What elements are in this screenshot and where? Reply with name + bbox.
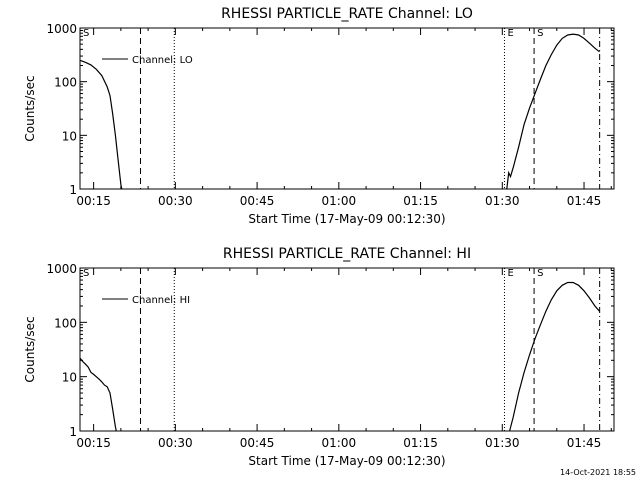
x-tick-label: 00:45 [240, 436, 275, 450]
y-tick-label: 1000 [46, 262, 77, 276]
series-line [80, 357, 117, 431]
event-marker-label: E [507, 268, 513, 279]
event-marker-label: S [83, 268, 89, 279]
chart-title: RHESSI PARTICLE_RATE Channel: HI [223, 246, 471, 262]
x-tick-label: 00:15 [76, 194, 111, 208]
x-tick-label: 00:30 [158, 194, 193, 208]
y-axis-label: Counts/sec [23, 75, 37, 141]
plot-frame [79, 267, 615, 432]
x-tick-label: 00:15 [76, 436, 111, 450]
x-tick-label: 01:30 [485, 436, 520, 450]
event-marker-label: S [537, 28, 543, 39]
series-line [80, 59, 123, 189]
plot-frame [79, 27, 615, 190]
x-tick-label: 00:45 [240, 194, 275, 208]
y-tick-label: 100 [54, 76, 77, 90]
x-tick-label: 01:00 [322, 194, 357, 208]
chart-panel-hi: RHESSI PARTICLE_RATE Channel: HI 1 10 100 10… [23, 246, 615, 468]
legend-label: Channel: LO [132, 55, 193, 66]
legend-label: Channel: HI [132, 295, 190, 306]
y-axis-label: Counts/sec [23, 316, 37, 382]
x-tick-label: 00:30 [158, 436, 193, 450]
y-tick-label: 10 [62, 129, 77, 143]
y-tick-label: 1000 [46, 22, 77, 36]
x-tick-label: 01:45 [567, 194, 602, 208]
event-marker-label: S [537, 268, 543, 279]
series-group [80, 281, 600, 431]
x-tick-label: 01:15 [403, 436, 438, 450]
y-tick-label: 100 [54, 316, 77, 330]
y-tick-label: 10 [62, 371, 77, 385]
footer-timestamp: 14-Oct-2021 18:55 [560, 468, 636, 477]
x-tick-label: 01:15 [403, 194, 438, 208]
series-group [80, 33, 600, 189]
chart-panel-lo: RHESSI PARTICLE_RATE Channel: LO 1 10 100 10… [23, 6, 615, 226]
series-line [506, 33, 600, 189]
y-tick-label: 1 [69, 183, 77, 197]
event-marker-label: S [83, 28, 89, 39]
y-tick-label: 1 [69, 425, 77, 439]
x-axis-label: Start Time (17-May-09 00:12:30) [248, 212, 445, 226]
x-axis-label: Start Time (17-May-09 00:12:30) [248, 454, 445, 468]
x-tick-label: 01:45 [567, 436, 602, 450]
x-tick-label: 01:30 [485, 194, 520, 208]
x-tick-label: 01:00 [322, 436, 357, 450]
chart-title: RHESSI PARTICLE_RATE Channel: LO [221, 6, 473, 22]
event-marker-label: E [507, 28, 513, 39]
series-line [509, 281, 600, 431]
